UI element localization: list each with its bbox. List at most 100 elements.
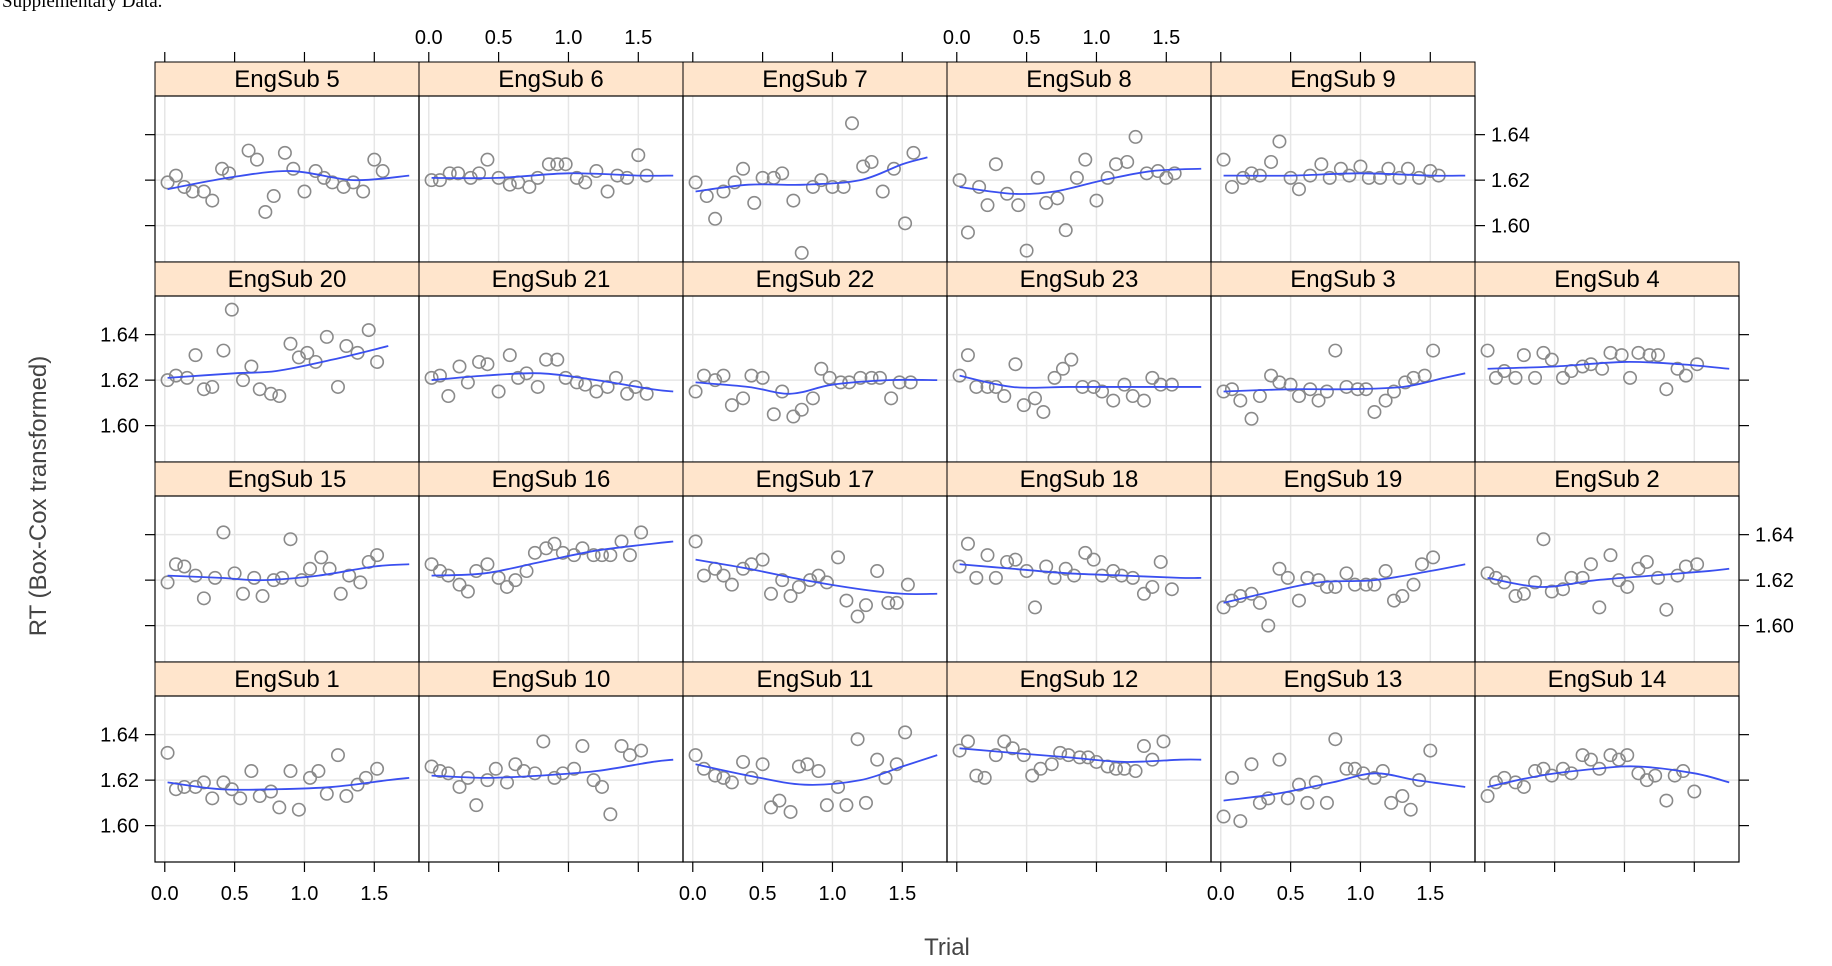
data-point <box>472 166 487 181</box>
data-point <box>1319 795 1334 810</box>
data-point <box>1044 757 1059 772</box>
data-point <box>1412 170 1427 185</box>
data-point <box>550 157 565 172</box>
panel-title: EngSub 9 <box>1290 66 1395 93</box>
panel-title: EngSub 10 <box>492 666 611 693</box>
data-point <box>1292 182 1307 197</box>
smooth-line <box>959 374 1202 389</box>
y-axis-right-row-2: 1.60 1.62 1.64 <box>1739 525 1794 638</box>
data-point <box>794 245 809 260</box>
data-point <box>811 764 826 779</box>
data-point <box>1120 154 1135 169</box>
x-tick-label: 1.5 <box>1152 27 1180 49</box>
data-point <box>1378 393 1393 408</box>
data-point <box>367 152 382 167</box>
data-point <box>1153 554 1168 569</box>
data-point <box>1164 582 1179 597</box>
data-point <box>1164 377 1179 392</box>
smooth-line <box>1223 772 1466 802</box>
data-point <box>1423 164 1438 179</box>
data-point <box>716 184 731 199</box>
data-point <box>215 161 230 176</box>
panel-5: EngSub 20 <box>154 261 420 463</box>
x-tick-label: 0.5 <box>1013 27 1041 49</box>
data-point <box>1583 557 1598 572</box>
data-point <box>1516 779 1531 794</box>
data-point <box>432 764 447 779</box>
x-tick-label: 1.5 <box>1416 883 1444 905</box>
panel-15: EngSub 19 <box>1210 461 1476 663</box>
data-point <box>1690 357 1705 372</box>
data-point <box>1078 545 1093 560</box>
data-point <box>620 386 635 401</box>
data-point <box>805 179 820 194</box>
data-point <box>522 179 537 194</box>
data-point <box>249 152 264 167</box>
x-tick-label: 0.0 <box>943 27 971 49</box>
data-point <box>988 748 1003 763</box>
data-point <box>1659 793 1674 808</box>
panel-11: EngSub 15 <box>154 461 420 663</box>
panel-border <box>418 695 684 863</box>
data-point <box>1156 734 1171 749</box>
data-point <box>1367 577 1382 592</box>
smooth-line <box>167 345 389 379</box>
data-point <box>1516 348 1531 363</box>
data-point <box>1106 564 1121 579</box>
panel-border <box>154 295 420 463</box>
data-point <box>322 561 337 576</box>
data-point <box>480 773 495 788</box>
data-point <box>1426 343 1441 358</box>
x-tick-label: 1.0 <box>819 883 847 905</box>
data-point <box>236 373 251 388</box>
smooth-line <box>167 563 410 582</box>
data-point <box>1603 748 1618 763</box>
panel-title: EngSub 8 <box>1026 66 1131 93</box>
panel-border <box>1210 295 1476 463</box>
smooth-line <box>695 378 938 395</box>
data-point <box>864 154 879 169</box>
data-point <box>160 575 175 590</box>
data-point <box>586 773 601 788</box>
data-point <box>600 184 615 199</box>
x-tick-label: 1.5 <box>624 27 652 49</box>
panel-title: EngSub 6 <box>498 66 603 93</box>
data-point <box>736 391 751 406</box>
data-point <box>850 732 865 747</box>
data-point <box>216 343 231 358</box>
x-axis-bottom-col-4: 0.0 0.5 1.0 1.5 <box>1207 862 1444 905</box>
data-point <box>972 179 987 194</box>
data-point <box>247 570 262 585</box>
data-point <box>196 382 211 397</box>
data-point <box>1386 593 1401 608</box>
panel-22: EngSub 14 <box>1474 661 1740 863</box>
data-point <box>1367 404 1382 419</box>
data-point <box>291 802 306 817</box>
data-point <box>1392 170 1407 185</box>
data-point <box>508 757 523 772</box>
data-point <box>763 586 778 601</box>
data-point <box>600 379 615 394</box>
data-point <box>594 779 609 794</box>
data-point <box>527 766 542 781</box>
data-point <box>1252 595 1267 610</box>
data-point <box>1319 579 1334 594</box>
data-point <box>177 559 192 574</box>
data-point <box>766 407 781 422</box>
data-point <box>1261 618 1276 633</box>
data-point <box>499 775 514 790</box>
data-point <box>356 184 371 199</box>
data-point <box>1081 750 1096 765</box>
panel-4: EngSub 9 <box>1210 61 1476 263</box>
data-point <box>550 352 565 367</box>
data-point <box>1153 377 1168 392</box>
data-point <box>1339 566 1354 581</box>
smooth-line <box>695 558 938 596</box>
data-point <box>800 757 815 772</box>
data-point <box>1639 773 1654 788</box>
smooth-line <box>431 540 674 577</box>
data-point <box>1556 370 1571 385</box>
data-point <box>736 161 751 176</box>
y-tick-label: 1.64 <box>100 325 139 347</box>
data-point <box>233 791 248 806</box>
